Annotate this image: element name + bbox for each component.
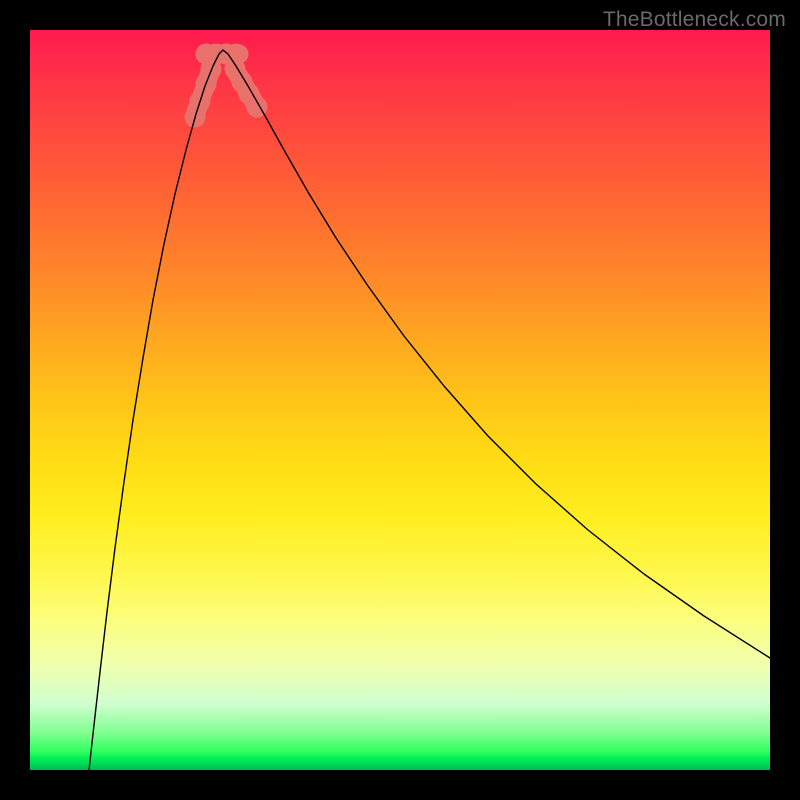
plot-area <box>30 30 770 770</box>
curve-minimum-highlight <box>185 44 268 128</box>
bottleneck-curve <box>89 50 770 770</box>
chart-svg <box>30 30 770 770</box>
watermark-text: TheBottleneck.com <box>603 8 786 32</box>
